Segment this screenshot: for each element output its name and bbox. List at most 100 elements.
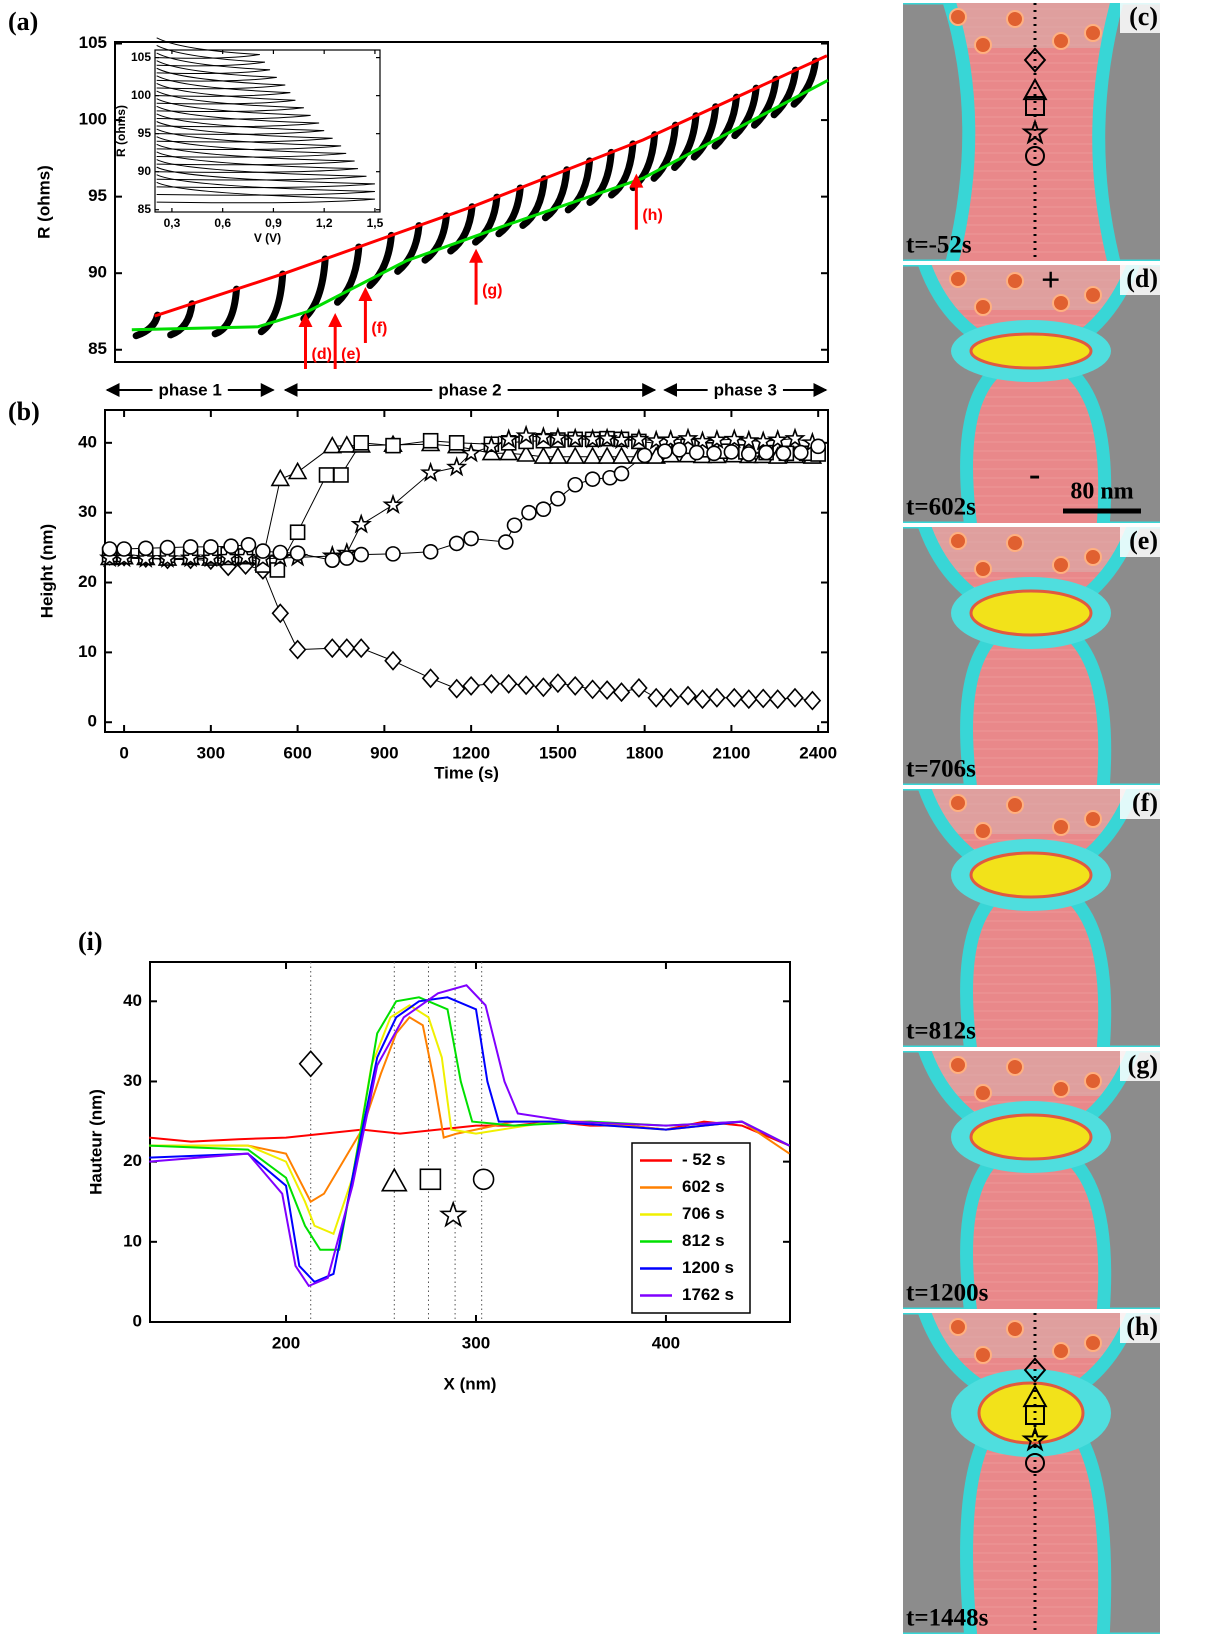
connector [109,555,813,702]
particle [949,1318,967,1336]
marker [182,539,199,555]
marker [384,650,402,671]
profile-symbol [1021,118,1049,145]
marker [611,446,632,464]
profile-symbol [1025,1453,1045,1473]
loop [156,44,266,67]
legend-label: - 52 s [682,1150,725,1169]
x-tick-label: 1800 [626,743,664,762]
scale-bar-label: 80 nm [1070,479,1133,505]
marker [566,675,584,696]
x-tick-label: 0,3 [164,216,181,230]
cycle [690,103,720,161]
x-axis-label: Time (s) [434,763,499,782]
loop [156,75,291,97]
afm-content [903,527,1160,785]
marker [448,435,465,451]
afm-image: (f) t=812s [903,788,1160,1047]
marker [803,690,822,711]
cycle [711,93,740,150]
image-time: t=602s [906,494,976,521]
cycle [333,243,363,306]
marker [223,538,239,555]
annotation-arrowhead [469,248,484,263]
legend-label: 602 s [682,1177,725,1196]
particle [1006,534,1024,552]
marker [567,476,584,493]
marker [521,504,537,521]
marker [679,685,697,706]
legend-box [631,1142,751,1314]
marker [584,471,601,487]
marker [517,675,535,696]
x-tick-label: 0 [119,743,128,762]
electrode [903,3,976,261]
panel-label: (b) [8,397,40,426]
marker [549,673,567,694]
image-time: t=1448s [906,1605,989,1632]
y-tick-label: 100 [131,88,151,102]
y-tick-label: 10 [123,1231,142,1250]
marker [677,427,699,448]
marker [706,428,728,450]
marker [338,550,355,566]
y-tick-label: 105 [131,50,151,64]
marker [116,541,132,557]
marker [287,461,308,480]
marker [630,677,648,698]
loop [156,151,359,173]
electrode [1092,3,1160,261]
marker [515,424,537,445]
cycle [790,57,819,108]
sign: + [1041,262,1060,299]
label-bg [1120,3,1160,33]
marker [380,1167,408,1192]
y-tick-label: 40 [123,991,142,1010]
label-bg [1120,1313,1160,1343]
marker [324,552,341,568]
loop [156,90,304,113]
marker [691,430,714,451]
marker [289,524,306,541]
loop [156,98,311,120]
marker [240,537,257,553]
marker [535,501,552,517]
y-axis-label: Hauteur (nm) [86,1089,105,1195]
marker [547,426,569,447]
loop [156,37,260,59]
marker [421,668,440,689]
label-bg [1120,1051,1160,1081]
afm-content [903,1313,1160,1634]
annotation-label: (d) [312,346,332,363]
particle [1052,1342,1070,1360]
annotation-arrowhead [358,286,373,301]
marker [793,444,809,461]
loop [156,128,342,151]
marker [385,437,401,454]
cycle [541,166,571,222]
particle [949,1056,967,1074]
marker [706,445,722,462]
marker [786,687,804,708]
plot-frame [149,961,791,1323]
plot-frame [104,409,829,733]
marker [462,675,480,696]
line [149,984,790,1288]
marker [159,539,176,556]
cycle [495,184,524,238]
x-tick-label: 1,2 [316,216,333,230]
x-tick-label: 200 [272,1333,300,1352]
marker [688,444,705,461]
plot-frame [114,41,829,363]
particle [1084,24,1102,42]
marker [768,689,787,710]
marker [463,530,479,547]
y-axis-label: R (ohms) [114,105,128,157]
particle [1006,10,1024,28]
plot-frame [154,49,381,213]
annotation-label: (e) [341,346,361,363]
legend-label: 812 s [682,1231,725,1250]
marker [385,546,401,562]
particle [1084,548,1102,566]
marker [101,541,118,557]
